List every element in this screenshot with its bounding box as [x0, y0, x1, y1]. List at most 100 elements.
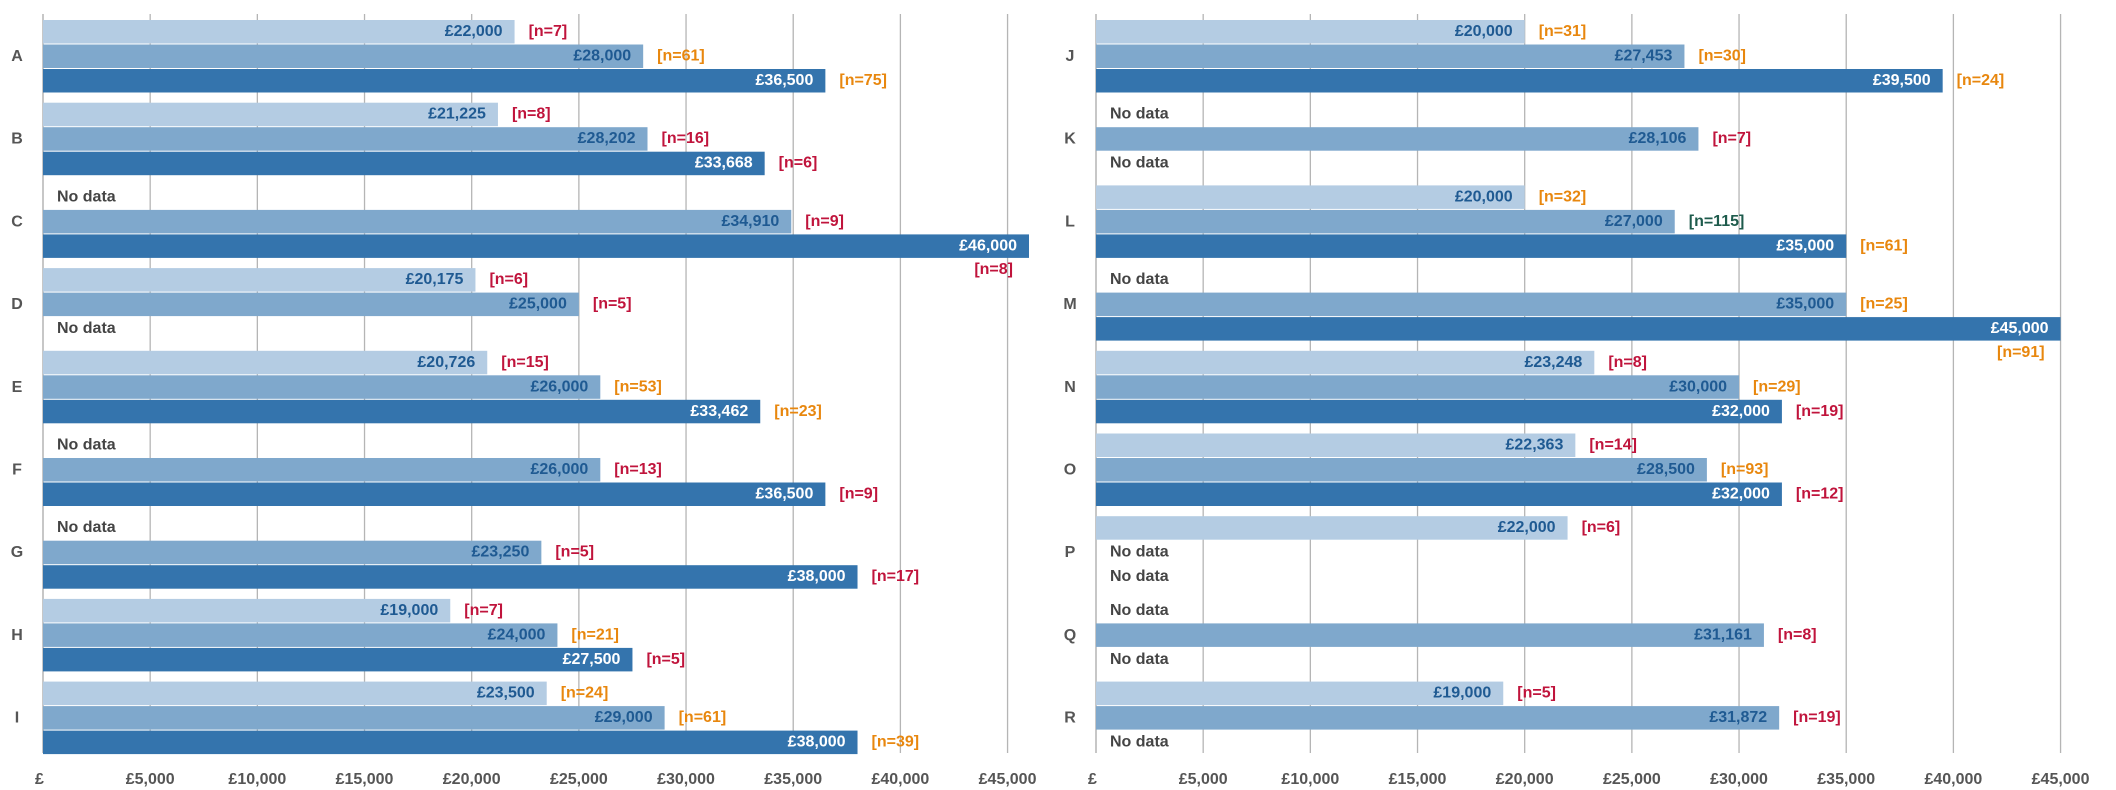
n-label: [n=75] — [839, 72, 887, 89]
value-label: £34,910 — [721, 213, 779, 230]
bar — [43, 234, 1029, 258]
no-data-label: No data — [1110, 602, 1169, 619]
n-label: [n=93] — [1721, 461, 1769, 478]
category-label: G — [11, 544, 23, 561]
bar — [43, 127, 648, 151]
value-label: £33,462 — [690, 403, 748, 420]
bar — [43, 647, 633, 672]
value-label: £20,000 — [1455, 23, 1513, 40]
n-label: [n=15] — [501, 354, 549, 371]
value-label: £26,000 — [530, 378, 588, 395]
n-label: [n=9] — [839, 485, 878, 502]
n-label: [n=8] — [1778, 626, 1817, 643]
category-label: Q — [1064, 627, 1076, 644]
n-label: [n=8] — [1608, 354, 1647, 371]
category-label: O — [1064, 461, 1076, 478]
value-label: £28,106 — [1629, 130, 1687, 147]
x-tick-label: £5,000 — [126, 771, 175, 788]
value-label: £39,500 — [1873, 72, 1931, 89]
x-tick-label: £45,000 — [2032, 771, 2090, 788]
n-label: [n=32] — [1539, 188, 1587, 205]
bar — [1096, 375, 1740, 399]
category-label: C — [11, 213, 23, 230]
no-data-label: No data — [1110, 271, 1169, 288]
x-tick-label: £45,000 — [979, 771, 1037, 788]
x-tick-label: £20,000 — [443, 771, 501, 788]
bar — [1096, 516, 1568, 540]
x-tick-label: £20,000 — [1496, 771, 1554, 788]
n-label: [n=9] — [805, 213, 844, 230]
bar — [43, 623, 558, 647]
n-label: [n=5] — [555, 544, 594, 561]
n-label: [n=53] — [614, 378, 662, 395]
x-tick-label: £40,000 — [871, 771, 929, 788]
n-label: [n=14] — [1589, 436, 1637, 453]
n-label: [n=61] — [679, 709, 727, 726]
x-tick-label: £ — [1088, 771, 1097, 788]
n-label: [n=24] — [561, 685, 609, 702]
bar — [1096, 20, 1525, 44]
bar — [1096, 706, 1780, 730]
value-label: £28,202 — [578, 130, 636, 147]
x-tick-label: £10,000 — [1281, 771, 1339, 788]
n-label: [n=16] — [662, 130, 710, 147]
value-label: £30,000 — [1669, 378, 1727, 395]
value-label: £33,668 — [695, 155, 753, 172]
bar — [43, 598, 451, 623]
category-label: L — [1065, 213, 1075, 230]
value-label: £21,225 — [428, 106, 486, 123]
bar — [43, 458, 601, 482]
no-data-label: No data — [1110, 155, 1169, 172]
bar — [43, 292, 579, 317]
category-label: R — [1064, 710, 1076, 727]
value-label: £27,000 — [1605, 213, 1663, 230]
bar — [1096, 623, 1764, 647]
n-label: [n=5] — [593, 296, 632, 313]
category-label: K — [1064, 131, 1076, 148]
bar — [1096, 458, 1707, 482]
value-label: £25,000 — [509, 296, 567, 313]
bar — [1096, 185, 1525, 209]
category-label: P — [1065, 544, 1076, 561]
n-label: [n=7] — [1712, 130, 1751, 147]
value-label: £45,000 — [1991, 320, 2049, 337]
category-label: A — [11, 48, 23, 65]
value-label: £35,000 — [1776, 296, 1834, 313]
category-label: D — [11, 296, 23, 313]
value-label: £23,500 — [477, 685, 535, 702]
value-label: £32,000 — [1712, 403, 1770, 420]
category-label: M — [1063, 296, 1076, 313]
n-label: [n=25] — [1860, 296, 1908, 313]
value-label: £29,000 — [595, 709, 653, 726]
n-label: [n=61] — [657, 47, 705, 64]
value-label: £19,000 — [1433, 685, 1491, 702]
bar — [43, 565, 858, 589]
value-label: £31,872 — [1709, 709, 1767, 726]
n-label: [n=7] — [464, 602, 503, 619]
n-label: [n=8] — [974, 261, 1013, 278]
value-label: £20,726 — [417, 354, 475, 371]
value-label: £20,175 — [406, 271, 464, 288]
n-label: [n=19] — [1793, 709, 1841, 726]
n-label: [n=115] — [1689, 213, 1745, 230]
n-label: [n=6] — [1582, 519, 1621, 536]
bar — [43, 151, 765, 176]
value-label: £23,250 — [472, 544, 530, 561]
n-label: [n=39] — [872, 734, 920, 751]
bar — [1096, 292, 1847, 317]
value-label: £36,500 — [756, 72, 814, 89]
value-label: £24,000 — [488, 626, 546, 643]
value-label: £31,161 — [1694, 626, 1752, 643]
bar — [43, 681, 547, 706]
no-data-label: No data — [1110, 734, 1169, 751]
value-label: £22,000 — [1498, 519, 1556, 536]
n-label: [n=8] — [512, 106, 551, 123]
bar — [43, 730, 858, 755]
value-label: £27,500 — [563, 651, 621, 668]
n-label: [n=29] — [1753, 378, 1801, 395]
bar — [1096, 209, 1675, 234]
bar — [1096, 44, 1685, 68]
x-tick-label: £15,000 — [1389, 771, 1447, 788]
no-data-label: No data — [57, 188, 116, 205]
no-data-label: No data — [57, 320, 116, 337]
